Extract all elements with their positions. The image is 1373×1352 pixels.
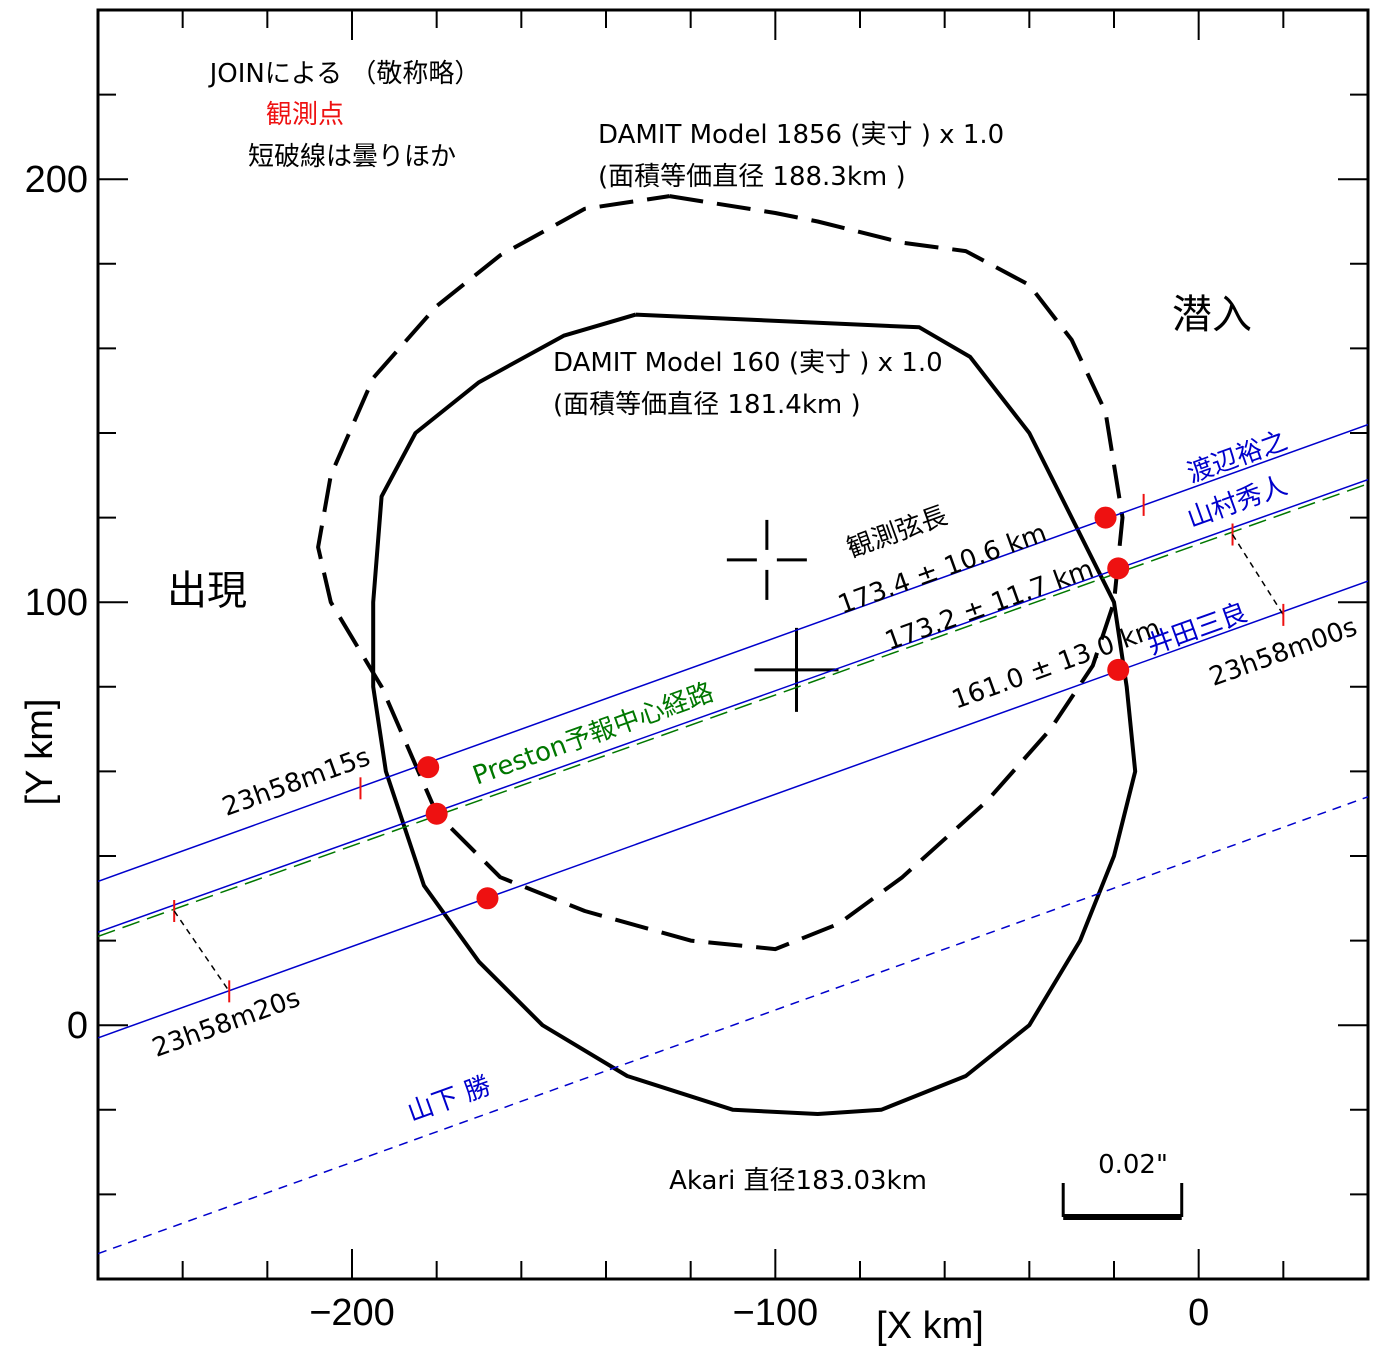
- event-point-3: [1107, 658, 1130, 681]
- x-tick-label: 0: [1188, 1292, 1209, 1334]
- event-point-1: [1107, 557, 1130, 580]
- time-label-20s: 23h58m20s: [148, 983, 304, 1064]
- preston-path-line: [98, 483, 1368, 938]
- observer-chord-2: [98, 580, 1368, 1039]
- chart-series: [98, 194, 1368, 1255]
- scale-bar-label: 0.02": [1098, 1150, 1168, 1180]
- observer-chord-1: [98, 478, 1368, 933]
- chord-labels: 観測弦長 173.4 ± 10.6 km 173.2 ± 11.7 km 161…: [834, 501, 1164, 716]
- chord-length-3: 161.0 ± 13.0 km: [948, 613, 1164, 716]
- model-160-center: [754, 627, 839, 712]
- model-1856-center: [726, 519, 807, 600]
- model-160-label: DAMIT Model 160 (実寸 ) x 1.0: [553, 348, 943, 378]
- y-tick-label: 200: [25, 159, 88, 201]
- model-1856-subtitle: (面積等価直径 188.3km ): [598, 162, 906, 192]
- reappear-label: 出現: [167, 568, 247, 614]
- x-tick-label: −200: [309, 1292, 395, 1334]
- x-tick-label: −100: [733, 1292, 819, 1334]
- event-point-5: [417, 756, 440, 779]
- chord-title: 観測弦長: [843, 501, 951, 564]
- observer-label-ida: 井田三良: [1143, 598, 1251, 661]
- time-leader-2: [1231, 534, 1284, 616]
- event-point-0: [1094, 506, 1117, 529]
- model-1856-profile: [316, 194, 1125, 952]
- event-point-4: [476, 887, 499, 910]
- observer-chord-0: [98, 423, 1368, 883]
- axes: −200 −100 0 0 100 200: [25, 8, 1370, 1334]
- plot-frame: [96, 8, 1370, 1281]
- plot-area: [98, 194, 1368, 1255]
- event-point-2: [425, 802, 448, 825]
- model-160-profile: [371, 312, 1138, 1116]
- time-leader-1: [173, 910, 230, 992]
- y-axis-label: [Y km]: [19, 699, 61, 806]
- observer-chord-3: [98, 796, 1368, 1255]
- legend-cloud: 短破線は曇りほか: [248, 142, 456, 172]
- akari-label: Akari 直径183.03km: [669, 1166, 927, 1196]
- y-tick-label: 0: [67, 1005, 88, 1047]
- legend-observation: 観測点: [266, 100, 344, 130]
- model-160-subtitle: (面積等価直径 181.4km ): [553, 390, 861, 420]
- observer-label-yamashita: 山下 勝: [404, 1071, 495, 1128]
- source-text: JOINによる （敬称略）: [208, 59, 481, 89]
- x-axis-label: [X km]: [876, 1305, 984, 1347]
- y-tick-label: 100: [25, 582, 88, 624]
- disappear-label: 潜入: [1172, 292, 1252, 338]
- model-1856-label: DAMIT Model 1856 (実寸 ) x 1.0: [598, 120, 1004, 150]
